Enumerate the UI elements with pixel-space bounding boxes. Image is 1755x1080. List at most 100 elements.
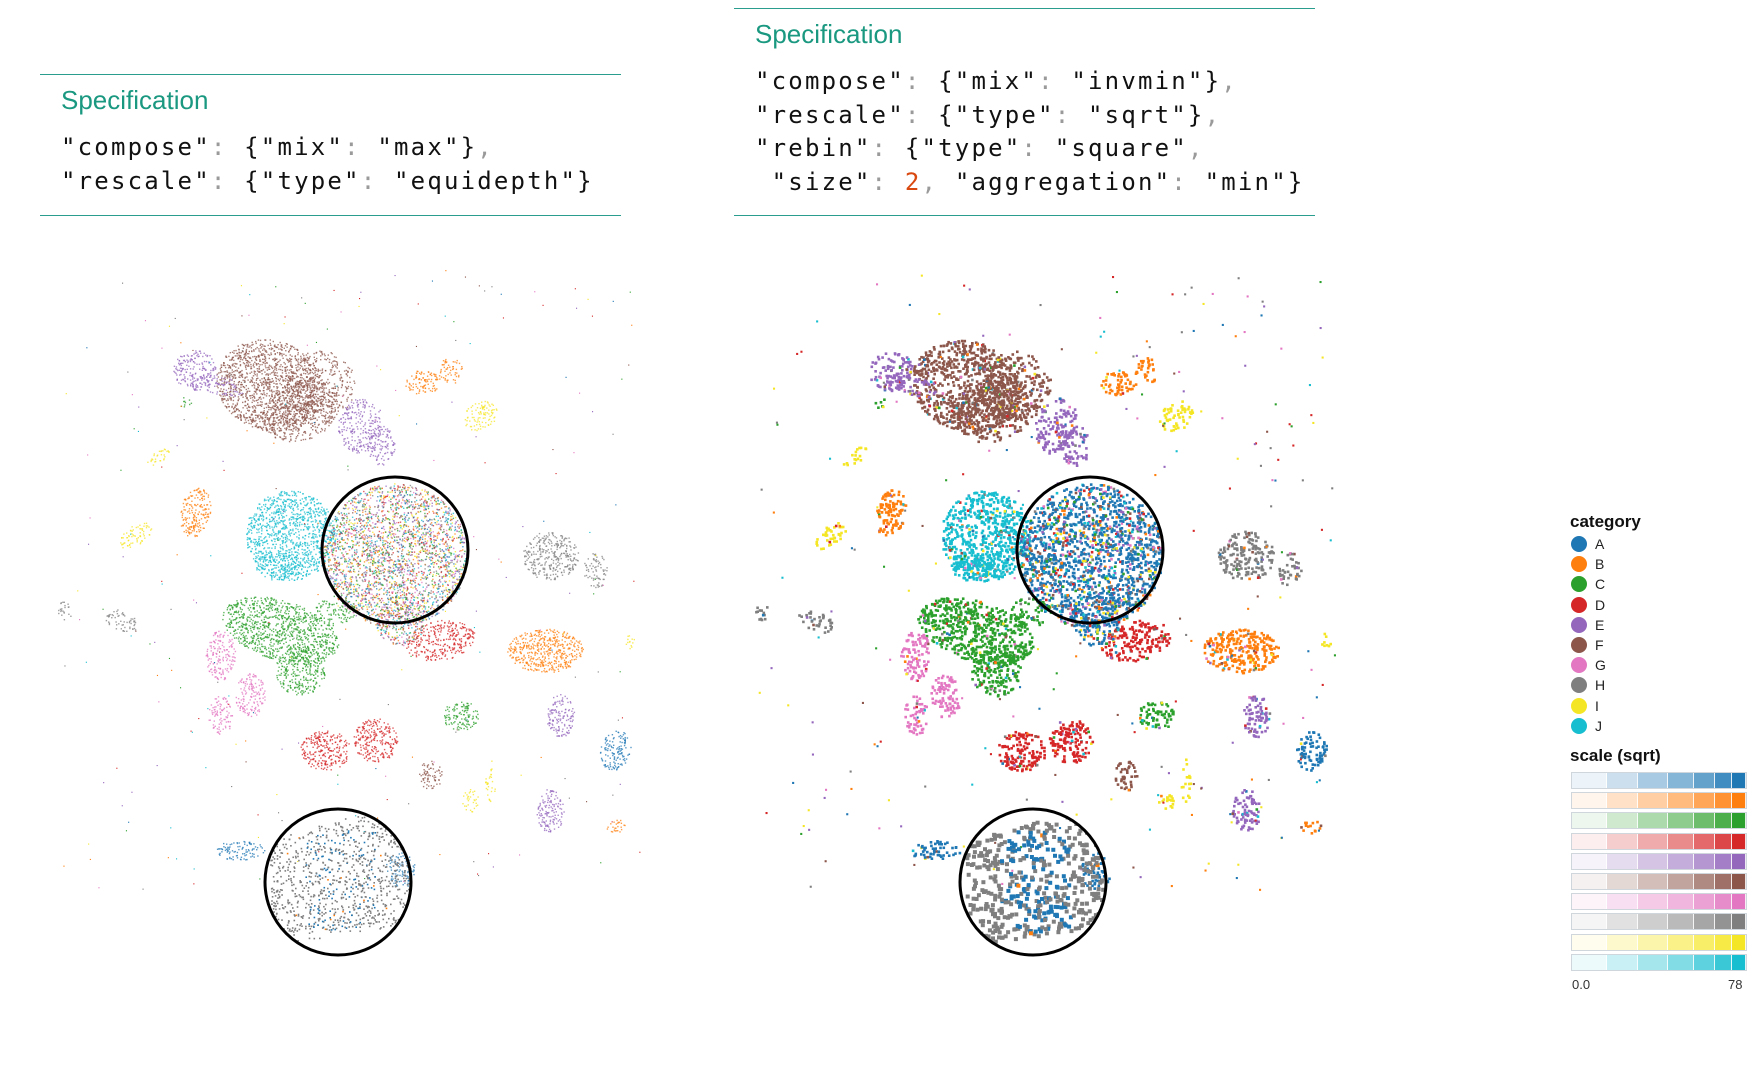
noise-point — [1260, 806, 1263, 809]
noise-point — [1116, 713, 1119, 716]
noise-point — [1204, 869, 1207, 872]
noise-point — [1333, 654, 1336, 657]
noise-point — [1008, 333, 1011, 336]
scale-ramp-segment — [1693, 833, 1715, 849]
noise-point — [404, 857, 406, 860]
noise-point — [1259, 464, 1262, 467]
noise-point — [433, 761, 435, 763]
scale-ramp-segment — [1714, 874, 1733, 889]
noise-point — [364, 878, 366, 880]
cluster — [755, 606, 769, 622]
noise-point — [1109, 496, 1112, 499]
noise-point — [131, 791, 133, 793]
cluster — [300, 730, 350, 771]
noise-point — [1025, 798, 1028, 801]
cluster — [315, 595, 356, 627]
noise-point — [122, 556, 124, 558]
noise-point — [259, 878, 261, 880]
noise-point — [519, 854, 521, 856]
noise-point — [1307, 650, 1310, 653]
scale-ramp-segment — [1638, 894, 1668, 910]
cluster — [286, 350, 356, 420]
code-token: "square" — [1055, 134, 1188, 162]
cluster — [444, 701, 479, 731]
cluster — [606, 819, 626, 833]
noise-point — [948, 420, 951, 423]
noise-point — [1127, 592, 1130, 595]
code-token: "equidepth"} — [394, 167, 594, 195]
noise-point — [576, 307, 578, 309]
noise-point — [562, 633, 564, 635]
cluster — [870, 352, 914, 393]
cluster — [180, 487, 212, 538]
noise-point — [628, 364, 630, 366]
scale-ramp-segment — [1732, 833, 1746, 849]
noise-point — [103, 782, 105, 784]
noise-point — [988, 449, 991, 452]
noise-point — [853, 548, 856, 551]
scale-ramp-segment — [1714, 914, 1733, 930]
cluster — [891, 374, 937, 399]
noise-point — [1229, 813, 1232, 816]
noise-point — [193, 599, 195, 601]
noise-point — [161, 347, 163, 349]
noise-point — [241, 572, 243, 574]
noise-point — [1329, 539, 1332, 542]
scale-ramp-segment — [1638, 954, 1668, 970]
noise-point — [415, 345, 418, 348]
noise-point — [1269, 447, 1272, 450]
noise-point — [144, 320, 147, 322]
noise-point — [1331, 487, 1334, 490]
noise-point — [394, 275, 396, 277]
noise-point — [1236, 457, 1239, 460]
noise-point — [358, 305, 360, 308]
noise-point — [1185, 633, 1188, 636]
noise-point — [142, 888, 144, 890]
noise-point — [1160, 765, 1163, 768]
cluster — [1296, 731, 1328, 772]
noise-point — [1064, 423, 1067, 426]
legend-item: G — [1571, 655, 1606, 675]
noise-point — [1180, 331, 1183, 334]
legend-swatch — [1571, 717, 1587, 734]
noise-point — [235, 743, 237, 745]
noise-point — [916, 679, 919, 682]
noise-point — [1234, 335, 1237, 338]
noise-point — [385, 775, 387, 777]
noise-point — [195, 602, 198, 604]
noise-point — [522, 526, 524, 528]
noise-point — [174, 317, 176, 320]
scale-ramp-segment — [1606, 853, 1639, 869]
noise-point — [322, 725, 324, 728]
noise-point — [1013, 577, 1016, 580]
noise-point — [809, 885, 812, 888]
noise-point — [116, 767, 118, 769]
noise-point — [128, 821, 130, 823]
noise-point — [555, 473, 557, 475]
noise-point — [1261, 558, 1264, 561]
noise-point — [1200, 410, 1203, 413]
scale-ramp-segment — [1638, 914, 1668, 930]
noise-point — [1228, 487, 1231, 490]
noise-point — [534, 291, 536, 293]
noise-point — [379, 599, 381, 601]
scale-ramp-row — [1571, 873, 1747, 890]
cluster — [1243, 695, 1272, 739]
noise-point — [1243, 331, 1246, 334]
noise-point — [878, 827, 881, 830]
legend-swatch — [1571, 637, 1587, 653]
noise-point — [1009, 505, 1012, 508]
noise-point — [591, 315, 594, 317]
noise-point — [994, 841, 997, 844]
noise-point — [1319, 281, 1322, 284]
scale-ramp-row — [1571, 852, 1747, 870]
code-token: 2 — [905, 168, 922, 196]
scale-ramp-segment — [1732, 813, 1746, 829]
code-token: : — [1021, 134, 1054, 162]
noise-point — [811, 753, 814, 756]
scale-ramp-segment — [1667, 874, 1694, 889]
code-token: "aggregation" — [955, 168, 1171, 196]
noise-point — [811, 721, 814, 724]
noise-point — [1315, 781, 1318, 784]
noise-point — [420, 570, 422, 572]
